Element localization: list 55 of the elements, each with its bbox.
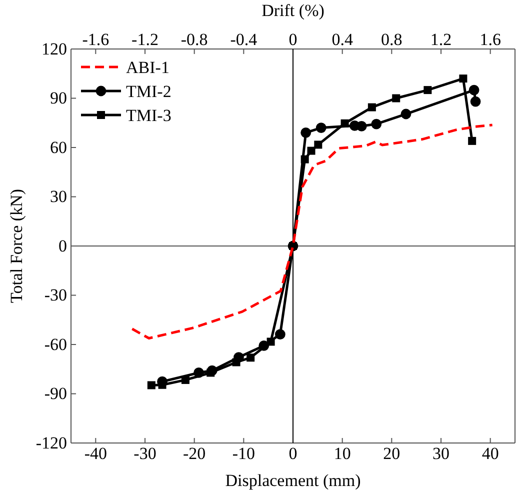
point: [314, 140, 322, 149]
x-axis-title: Displacement (mm): [225, 471, 361, 490]
point: [470, 96, 481, 107]
y-tick-label: 120: [42, 39, 67, 58]
line-series: [130, 124, 494, 340]
x-tick-label: -10: [232, 444, 256, 464]
x2-tick-label: 0.8: [381, 30, 402, 49]
y-tick-label: 60: [50, 138, 67, 157]
point: [206, 365, 218, 376]
point: [316, 122, 326, 133]
point: [392, 94, 400, 102]
point: [147, 381, 156, 390]
x-tick-label: 10: [334, 444, 351, 464]
point: [468, 84, 480, 96]
y-tick-label: 90: [50, 88, 67, 108]
y-tick-label: -30: [44, 286, 67, 305]
point: [468, 136, 476, 145]
point: [234, 352, 244, 363]
x-tick-label: 30: [432, 444, 450, 464]
y-axis-title: Total Force (kN): [7, 189, 26, 303]
point: [300, 128, 312, 138]
x-tick-label: 20: [383, 444, 400, 464]
point: [194, 368, 204, 378]
point: [459, 74, 468, 83]
point: [246, 354, 255, 362]
x-tick-label: -30: [134, 444, 156, 464]
point: [274, 329, 286, 340]
point: [371, 118, 382, 130]
point: [368, 103, 376, 112]
x2-tick-label: 0: [288, 30, 298, 49]
x2-tick-label: -0.4: [230, 30, 258, 49]
point: [307, 146, 316, 155]
x2-axis-title: Drift (%): [262, 1, 324, 20]
x-tick-label: 40: [482, 444, 499, 464]
point: [258, 340, 270, 351]
point: [424, 86, 432, 94]
x-tick-label: 0: [288, 444, 298, 464]
x2-tick-label: 0.4: [332, 30, 354, 49]
y-tick-label: 30: [50, 187, 67, 206]
y-tick-label: -90: [44, 384, 67, 404]
legend-label: TMI-2: [126, 82, 172, 101]
x2-tick-label: -1.6: [82, 30, 110, 49]
x2-tick-label: -1.2: [132, 30, 158, 49]
legend-label: TMI-3: [126, 106, 172, 125]
y-tick-label: -60: [44, 334, 67, 354]
legend-label: ABI-1: [126, 58, 170, 77]
y-tick-label: 0: [58, 236, 67, 256]
x2-tick-label: -0.8: [180, 30, 208, 49]
x-tick-label: -20: [182, 444, 206, 464]
point: [356, 120, 367, 132]
point: [400, 108, 412, 120]
x2-tick-label: 1.2: [430, 30, 452, 49]
y-tick-label: -120: [36, 433, 67, 452]
x2-tick-label: 1.6: [480, 30, 501, 49]
x-tick-label: -40: [84, 444, 108, 464]
